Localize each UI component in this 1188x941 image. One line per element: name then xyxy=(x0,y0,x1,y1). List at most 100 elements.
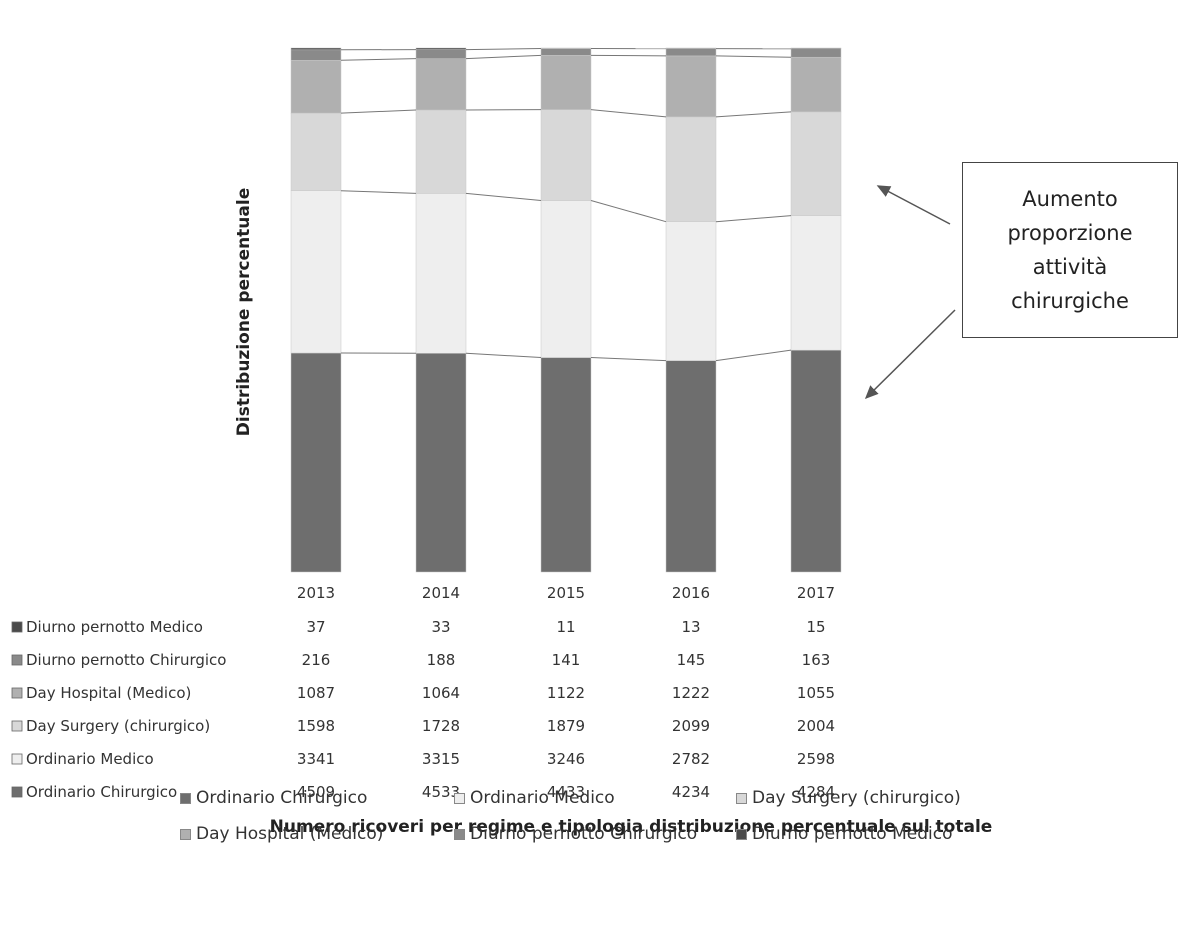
table-row-swatch xyxy=(11,786,23,798)
table-cell-value: 188 xyxy=(427,651,456,669)
legend-label: Day Surgery (chirurgico) xyxy=(752,788,961,808)
legend-item: Diurno pernotto Medico xyxy=(736,824,953,844)
series-connector-line xyxy=(340,58,417,61)
table-cell-value: 13 xyxy=(681,618,700,636)
table-cell-value: 2099 xyxy=(672,717,710,735)
series-connector-line xyxy=(465,352,542,359)
table-row-label: Diurno pernotto Chirurgico xyxy=(26,651,226,669)
bar-segment xyxy=(415,47,467,50)
bar-segment xyxy=(540,47,592,49)
series-connector-line xyxy=(590,109,667,118)
annotation-line: Aumento xyxy=(1022,187,1118,211)
legend-item: Day Hospital (Medico) xyxy=(180,824,383,844)
bar-segment xyxy=(290,49,342,61)
bar-segment xyxy=(415,49,467,59)
bar-segment xyxy=(290,352,342,573)
bar-segment xyxy=(665,221,717,361)
table-cell-value: 11 xyxy=(556,618,575,636)
table-cell-value: 163 xyxy=(802,651,831,669)
table-cell-value: 33 xyxy=(431,618,450,636)
annotation-line: chirurgiche xyxy=(1011,289,1129,313)
bar-segment xyxy=(540,200,592,358)
annotation-box: Aumento proporzione attività chirurgiche xyxy=(962,162,1178,338)
table-row-label: Diurno pernotto Medico xyxy=(26,618,203,636)
table-cell-value: 1598 xyxy=(297,717,335,735)
series-connector-line xyxy=(465,192,542,202)
table-cell-value: 216 xyxy=(302,651,331,669)
table-cell-value: 4234 xyxy=(672,783,710,801)
annotation-line: proporzione xyxy=(1007,221,1133,245)
table-row-label: Ordinario Chirurgico xyxy=(26,783,177,801)
bar-segment xyxy=(415,353,467,573)
table-cell-value: 4533 xyxy=(422,783,460,801)
legend-item: Ordinario Medico xyxy=(454,788,615,808)
series-connector-line xyxy=(590,200,667,223)
table-cell-value: 4284 xyxy=(797,783,835,801)
bar-segment xyxy=(790,349,842,573)
x-tick-label: 2017 xyxy=(797,584,835,602)
annotation-arrow xyxy=(864,309,956,400)
series-connector-line xyxy=(715,111,792,118)
legend-swatch xyxy=(180,828,191,840)
table-cell-value: 4433 xyxy=(547,783,585,801)
series-connector-line xyxy=(465,54,542,60)
table-cell-value: 37 xyxy=(306,618,325,636)
table-cell-value: 1064 xyxy=(422,684,460,702)
legend-item: Ordinario Chirurgico xyxy=(180,788,367,808)
bar-segment xyxy=(415,58,467,111)
chart-title: Numero ricoveri per regime e tipologia d… xyxy=(270,817,993,837)
table-row-label: Day Surgery (chirurgico) xyxy=(26,717,210,735)
bar-segment xyxy=(665,116,717,222)
legend-label: Diurno pernotto Chirurgico xyxy=(470,824,698,844)
bar-segment xyxy=(290,112,342,191)
legend-item: Diurno pernotto Chirurgico xyxy=(454,824,697,844)
bar-segment xyxy=(790,47,842,50)
bar-segment xyxy=(415,193,467,354)
table-cell-value: 1055 xyxy=(797,684,835,702)
bar-segment xyxy=(540,357,592,573)
legend-swatch xyxy=(454,828,465,840)
legend-swatch xyxy=(180,792,191,804)
bar-segment xyxy=(665,360,717,573)
table-cell-value: 1087 xyxy=(297,684,335,702)
series-connector-line xyxy=(590,54,667,57)
table-cell-value: 1122 xyxy=(547,684,585,702)
table-cell-value: 15 xyxy=(806,618,825,636)
table-cell-value: 3341 xyxy=(297,750,335,768)
x-tick-label: 2013 xyxy=(297,584,335,602)
table-cell-value: 1879 xyxy=(547,717,585,735)
table-cell-value: 3246 xyxy=(547,750,585,768)
legend-item: Day Surgery (chirurgico) xyxy=(736,788,961,808)
series-connector-line xyxy=(465,48,542,51)
legend-label: Ordinario Medico xyxy=(470,788,615,808)
bar-segment xyxy=(290,60,342,114)
legend-swatch xyxy=(454,792,465,804)
bar-segment xyxy=(540,55,592,110)
table-cell-value: 2782 xyxy=(672,750,710,768)
x-tick-label: 2014 xyxy=(422,584,460,602)
bar-segment xyxy=(790,56,842,113)
bar-segment xyxy=(540,109,592,201)
table-row-swatch xyxy=(11,621,23,633)
series-connector-line xyxy=(715,215,792,223)
table-row-label: Day Hospital (Medico) xyxy=(26,684,191,702)
series-connector-line xyxy=(340,190,417,194)
bar-segment xyxy=(665,48,717,57)
table-cell-value: 2004 xyxy=(797,717,835,735)
table-row-swatch xyxy=(11,687,23,699)
bar-segment xyxy=(290,47,342,51)
legend-swatch xyxy=(736,828,747,840)
series-connector-line xyxy=(715,349,792,362)
annotation-line: attività xyxy=(1032,255,1108,279)
legend-label: Day Hospital (Medico) xyxy=(196,824,384,844)
table-cell-value: 2598 xyxy=(797,750,835,768)
bar-segment xyxy=(790,111,842,216)
bar-segment xyxy=(790,48,842,58)
y-axis-label: Distribuzione percentuale xyxy=(234,188,254,436)
x-tick-label: 2016 xyxy=(672,584,710,602)
table-cell-value: 145 xyxy=(677,651,706,669)
table-cell-value: 3315 xyxy=(422,750,460,768)
table-cell-value: 141 xyxy=(552,651,581,669)
table-row-swatch xyxy=(11,753,23,765)
